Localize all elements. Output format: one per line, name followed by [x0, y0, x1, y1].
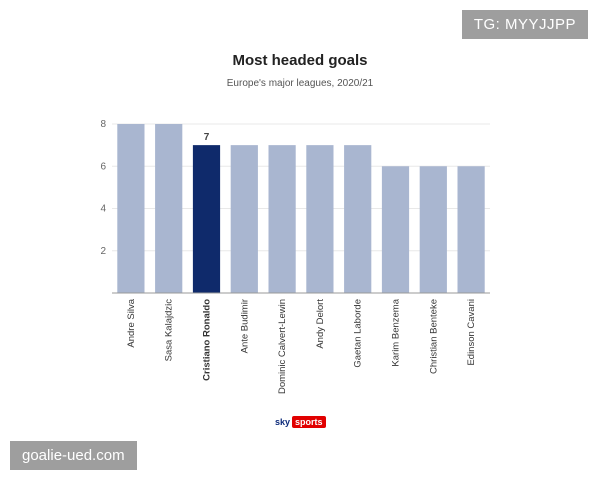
- chart-subtitle: Europe's major leagues, 2020/21: [226, 78, 374, 89]
- bar: [117, 124, 145, 293]
- bar: [419, 166, 447, 293]
- brand-sky-text: sky: [275, 416, 291, 427]
- x-tick-label: Cristiano Ronaldo: [202, 299, 213, 381]
- x-tick-label: Gaetan Laborde: [353, 299, 364, 368]
- x-tick-label: Andre Silva: [126, 298, 137, 347]
- bar: [192, 145, 221, 293]
- x-tick-label: Edinson Cavani: [466, 299, 477, 366]
- bar: [230, 145, 258, 293]
- watermark-top-right: TG: MYYJJPP: [461, 10, 588, 39]
- y-tick-label: 4: [100, 204, 106, 215]
- x-tick-label: Ante Budimir: [239, 299, 250, 353]
- chart-title: Most headed goals: [232, 52, 368, 69]
- brand-sports-text: sports: [292, 415, 326, 428]
- bar: [155, 124, 183, 293]
- bar: [306, 145, 334, 293]
- data-label: 7: [204, 132, 210, 143]
- bar: [457, 166, 485, 293]
- y-tick-label: 6: [100, 161, 106, 172]
- bar: [344, 145, 372, 293]
- sky-sports-logo: sky sports: [275, 415, 326, 428]
- x-tick-label: Andy Delort: [315, 299, 326, 349]
- x-tick-label: Sasa Kalajdzic: [164, 299, 175, 362]
- x-tick-label: Karim Benzema: [391, 298, 402, 366]
- bar: [268, 145, 296, 293]
- x-tick-label: Dominic Calvert-Lewin: [277, 299, 288, 394]
- y-tick-label: 2: [100, 246, 106, 257]
- watermark-bottom-left: goalie-ued.com: [10, 441, 137, 470]
- y-tick-label: 8: [100, 119, 106, 130]
- x-tick-label: Christian Benteke: [428, 299, 439, 374]
- bar: [381, 166, 410, 293]
